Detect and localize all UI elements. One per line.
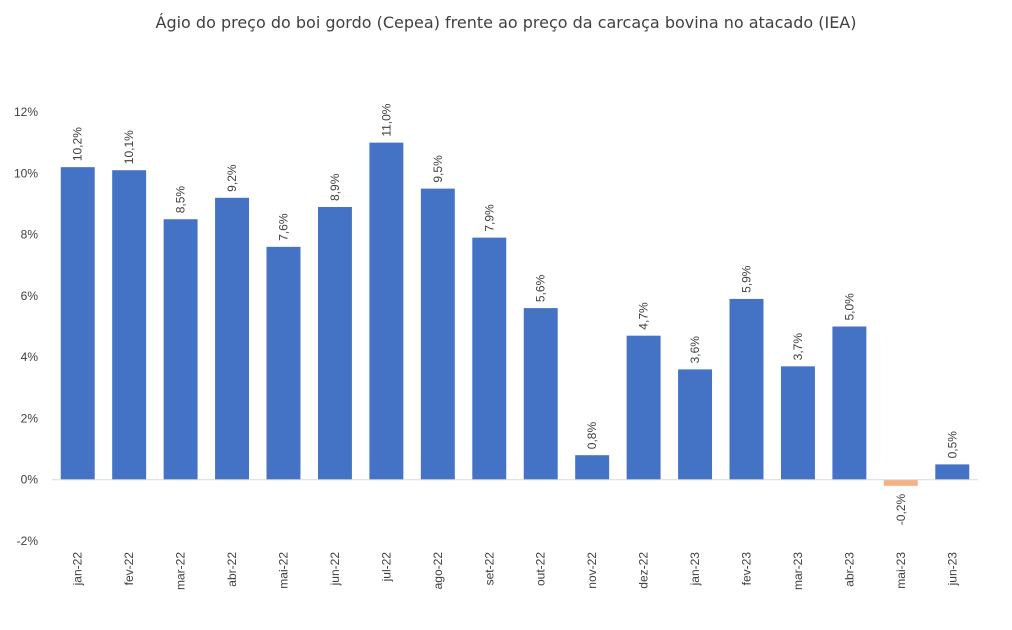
x-tick-label: dez-22 xyxy=(637,552,651,589)
x-tick-label: jul-22 xyxy=(379,552,393,583)
y-tick-label: 2% xyxy=(21,411,39,425)
data-label: 5,6% xyxy=(534,274,548,302)
bar-dez-22 xyxy=(626,335,661,480)
bar-jun-23 xyxy=(935,464,970,480)
x-tick-label: jan-23 xyxy=(688,552,702,587)
x-tick-label: jun-22 xyxy=(328,552,342,587)
data-label: 10,1% xyxy=(122,130,136,164)
x-tick-label: mai-23 xyxy=(894,552,908,589)
x-tick-label: abr-22 xyxy=(225,552,239,587)
bar-abr-22 xyxy=(215,197,250,480)
x-tick-label: abr-23 xyxy=(842,552,856,587)
data-label: 0,8% xyxy=(585,422,599,450)
x-tick-label: fev-22 xyxy=(122,552,136,586)
data-label: 7,9% xyxy=(482,204,496,232)
bar-mai-22 xyxy=(266,246,301,480)
bar-mar-23 xyxy=(780,366,815,480)
data-label: 5,9% xyxy=(740,265,754,293)
y-tick-label: 6% xyxy=(21,289,39,303)
y-tick-label: 12% xyxy=(14,105,38,119)
data-label: 4,7% xyxy=(637,302,651,330)
bar-mar-22 xyxy=(163,219,198,480)
data-label: -0,2% xyxy=(894,494,908,526)
x-tick-label: ago-22 xyxy=(431,552,445,590)
x-tick-label: jan-22 xyxy=(71,552,85,587)
bar-set-22 xyxy=(472,237,507,480)
x-tick-label: out-22 xyxy=(534,552,548,586)
bar-jan-23 xyxy=(678,369,713,480)
x-tick-label: mar-22 xyxy=(174,552,188,590)
data-labels: 10,2% 10,1% 8,5% 9,2% 7,6% 8,9% 11,0% 9,5% 7,9% 5… xyxy=(71,103,960,525)
bar-jan-22 xyxy=(60,167,95,480)
x-tick-label: set-22 xyxy=(482,552,496,586)
data-label: 10,2% xyxy=(71,127,85,161)
x-tick-label: jun-23 xyxy=(945,552,959,587)
bar-out-22 xyxy=(523,308,558,480)
data-label: 8,9% xyxy=(328,173,342,201)
y-tick-label: -2% xyxy=(17,534,39,548)
bar-mai-23 xyxy=(883,479,918,486)
data-label: 9,2% xyxy=(225,164,239,192)
x-tick-label: mai-22 xyxy=(277,552,291,589)
data-label: 5,0% xyxy=(842,293,856,321)
chart-title: Ágio do preço do boi gordo (Cepea) frent… xyxy=(156,13,857,32)
x-tick-label: fev-23 xyxy=(740,552,754,586)
data-label: 7,6% xyxy=(277,213,291,241)
x-tick-label: mar-23 xyxy=(791,552,805,590)
data-label: 8,5% xyxy=(174,186,188,214)
y-tick-label: 10% xyxy=(14,166,38,180)
bar-fev-23 xyxy=(729,298,764,480)
data-label: 3,7% xyxy=(791,333,805,361)
bar-jul-22 xyxy=(369,142,404,480)
y-tick-label: 8% xyxy=(21,228,39,242)
x-tick-label: nov-22 xyxy=(585,552,599,589)
y-axis-ticks: -2% 0% 2% 4% 6% 8% 10% 12% xyxy=(14,105,38,548)
bar-nov-22 xyxy=(575,455,610,480)
y-tick-label: 0% xyxy=(21,473,39,487)
bar-fev-22 xyxy=(112,170,147,480)
data-label: 3,6% xyxy=(688,336,702,364)
bar-abr-23 xyxy=(832,326,867,480)
bar-jun-22 xyxy=(317,206,352,480)
data-label: 11,0% xyxy=(379,103,393,136)
x-axis-category-labels: jan-22 fev-22 mar-22 abr-22 mai-22 jun-22 jul-… xyxy=(71,552,960,590)
bar-series xyxy=(60,142,970,486)
bar-ago-22 xyxy=(420,188,455,480)
data-label: 0,5% xyxy=(945,431,959,459)
data-label: 9,5% xyxy=(431,155,445,183)
y-tick-label: 4% xyxy=(21,350,39,364)
